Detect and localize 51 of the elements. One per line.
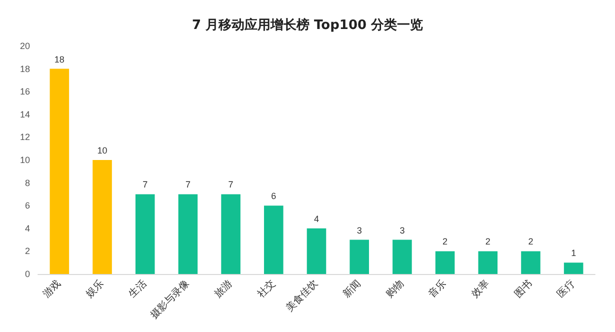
bar	[221, 194, 240, 274]
data-label: 2	[442, 236, 448, 247]
x-tick-label: 娱乐	[84, 277, 106, 300]
bar	[50, 68, 70, 274]
data-label: 7	[185, 180, 190, 190]
data-label: 18	[54, 54, 64, 64]
data-label: 6	[271, 191, 276, 202]
data-label: 7	[228, 180, 234, 190]
y-tick-label: 10	[20, 155, 30, 165]
data-label: 7	[142, 180, 148, 190]
bar	[350, 240, 369, 274]
bar	[521, 251, 540, 274]
data-label: 1	[571, 248, 576, 258]
x-tick-label: 音乐	[426, 277, 449, 300]
x-tick-label: 美食佳饮	[284, 277, 320, 314]
x-tick-label: 图书	[512, 277, 535, 300]
bar	[178, 194, 198, 274]
x-tick-label: 医疗	[554, 277, 578, 300]
bar	[92, 160, 112, 274]
x-tick-label: 新闻	[340, 277, 364, 300]
x-tick-label: 购物	[384, 278, 406, 300]
chart-title: 7 月移动应用增长榜 Top100 分类一览	[192, 17, 424, 33]
data-label: 2	[485, 236, 490, 247]
data-label: 3	[356, 225, 362, 236]
bar	[564, 262, 584, 274]
y-tick-label: 8	[24, 178, 30, 188]
bar	[264, 206, 284, 274]
y-tick-label: 14	[20, 109, 30, 120]
y-tick-label: 6	[24, 200, 30, 211]
x-tick-label: 摄影与录像	[148, 277, 192, 322]
x-tick-label: 生活	[126, 277, 150, 300]
bar	[478, 251, 498, 274]
bar	[306, 228, 326, 274]
bar	[135, 194, 155, 274]
data-label: 2	[528, 236, 534, 247]
x-tick-label: 旅游	[212, 277, 235, 300]
y-tick-label: 4	[24, 223, 30, 234]
data-label: 10	[97, 146, 108, 156]
y-tick-label: 18	[20, 64, 30, 74]
x-tick-label: 社交	[254, 277, 278, 300]
data-label: 4	[314, 214, 320, 224]
y-tick-label: 0	[24, 269, 30, 279]
bar	[435, 251, 455, 274]
data-label: 3	[400, 225, 405, 236]
bar	[392, 240, 412, 274]
x-tick-label: 效率	[469, 277, 492, 300]
y-tick-label: 12	[20, 132, 30, 142]
y-tick-label: 16	[20, 86, 30, 97]
y-tick-label: 2	[24, 246, 30, 256]
x-tick-label: 游戏	[40, 277, 64, 300]
y-tick-label: 20	[20, 41, 30, 51]
